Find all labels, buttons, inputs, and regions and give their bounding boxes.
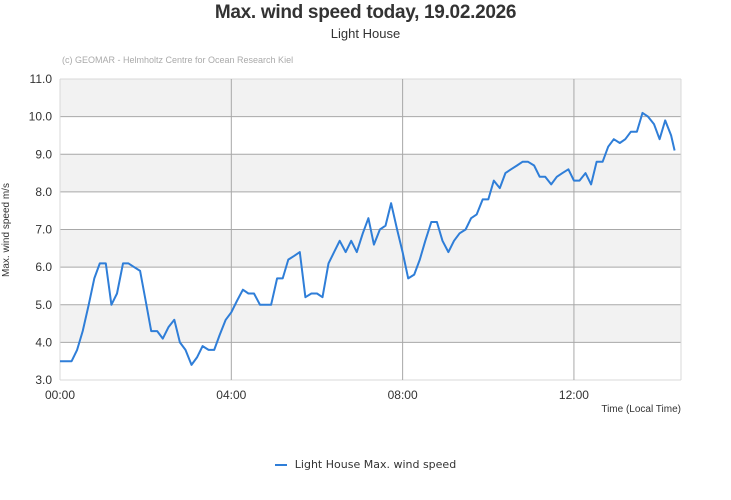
plot-band: [60, 304, 681, 343]
legend[interactable]: Light House Max. wind speed: [0, 458, 731, 471]
y-tick-label: 10.0: [29, 110, 53, 124]
credit-text: (c) GEOMAR - Helmholtz Centre for Ocean …: [62, 55, 294, 65]
x-axis-ticks: 00:00 04:00 08:00 12:00: [45, 388, 589, 402]
grid-lines: [59, 78, 682, 381]
plot-band: [60, 191, 681, 230]
y-tick-label: 8.0: [35, 185, 52, 199]
y-tick-label: 9.0: [35, 147, 52, 161]
legend-label: Light House Max. wind speed: [294, 458, 457, 471]
y-tick-label: 6.0: [35, 260, 52, 274]
chart-title: Max. wind speed today, 19.02.2026: [214, 2, 517, 23]
y-tick-label: 11.0: [30, 72, 53, 86]
series-line[interactable]: [60, 111, 676, 366]
y-tick-label: 3.0: [35, 373, 52, 387]
y-axis-title: Max. wind speed m/s: [1, 183, 12, 277]
plot-band: [60, 267, 681, 305]
x-tick-label: 04:00: [216, 388, 246, 402]
x-tick-label: 00:00: [45, 388, 75, 402]
x-tick-label: 12:00: [559, 388, 589, 402]
plot-band: [60, 342, 681, 380]
y-axis-ticks: 3.0 4.0 5.0 6.0 7.0 8.0 9.0 10.0 11.0: [29, 72, 53, 387]
y-tick-label: 4.0: [35, 335, 52, 349]
x-axis-title: Time (Local Time): [601, 404, 681, 415]
y-tick-label: 5.0: [35, 298, 52, 312]
plot-bands: [60, 79, 681, 380]
x-tick-label: 08:00: [388, 388, 418, 402]
plot-band: [60, 116, 681, 155]
legend-swatch-icon: [274, 464, 287, 466]
y-tick-label: 7.0: [35, 223, 52, 237]
plot-band: [60, 79, 681, 117]
plot-band: [60, 229, 681, 268]
chart-subtitle: Light House: [330, 26, 401, 41]
plot-band: [60, 154, 681, 192]
